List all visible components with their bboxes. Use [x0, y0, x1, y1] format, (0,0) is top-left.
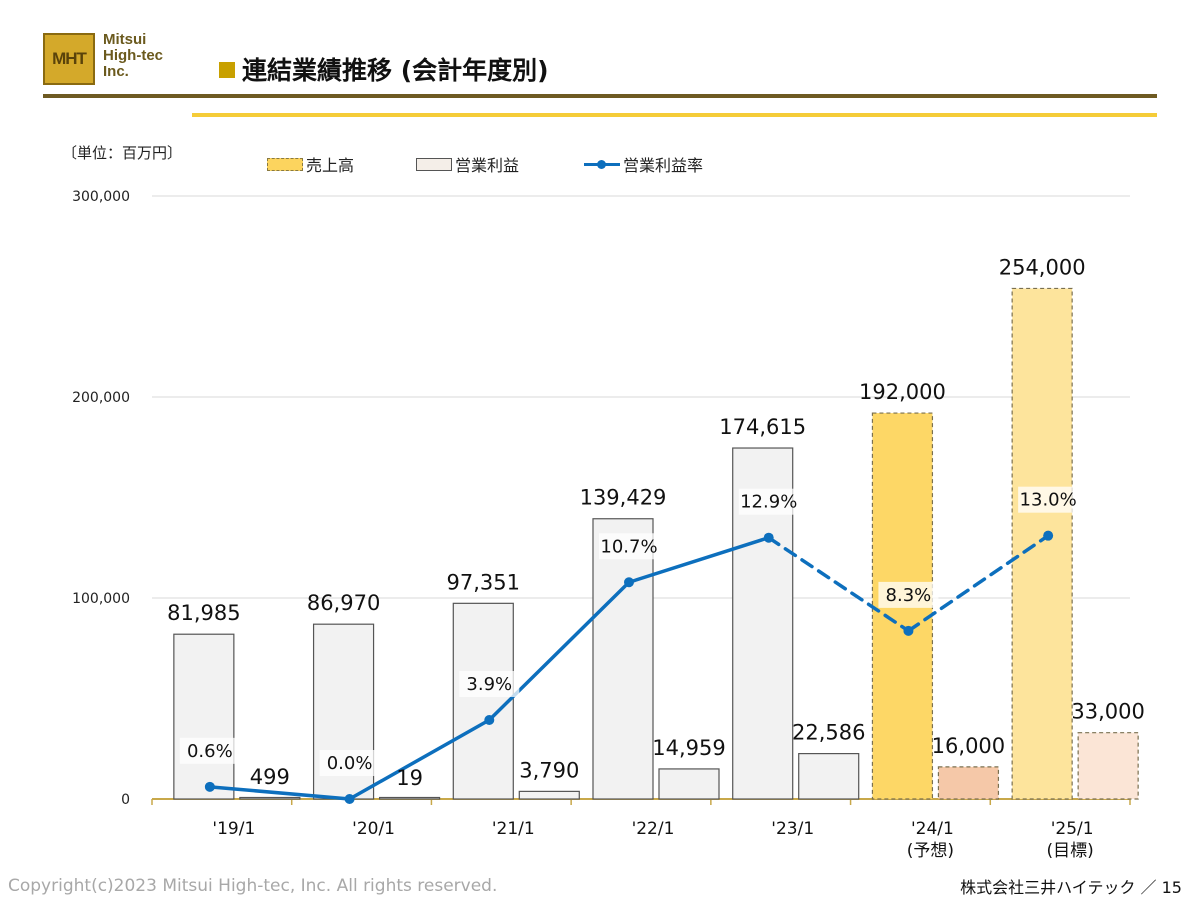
x-tick-label: '25/1 — [1051, 819, 1094, 839]
sales-value-label: 86,970 — [307, 591, 380, 615]
operating-profit-bar — [798, 753, 860, 800]
margin-line-segment — [627, 535, 771, 585]
unit-label: 〔単位：百万円〕 — [62, 144, 183, 162]
margin-point — [484, 715, 495, 726]
margin-value-label: 0.6% — [187, 741, 233, 762]
label-layer: 0 100,000 200,000 300,000 81,985 86,970 97,351… — [72, 189, 1145, 861]
company-logo: MHT — [43, 33, 95, 85]
header-rule-dark — [43, 94, 1157, 98]
y-tick-label: 100,000 — [72, 591, 130, 607]
legend-label-sales: 売上高 — [306, 156, 355, 175]
company-page-number: 株式会社三井ハイテック ／ 15 — [960, 878, 1182, 897]
legend-label-operating-profit: 営業利益 — [455, 156, 520, 175]
sales-value-label: 139,429 — [580, 486, 667, 510]
margin-label-background — [599, 533, 659, 560]
margin-point — [204, 781, 215, 792]
operating-profit-value-label: 16,000 — [932, 734, 1005, 758]
logo-line-1: Mitsui — [103, 31, 147, 48]
operating-profit-bar — [658, 768, 720, 800]
margin-line-segment — [208, 785, 352, 801]
margin-value-label: 8.3% — [886, 585, 932, 606]
margin-value-label: 0.0% — [327, 753, 373, 774]
margin-line-segment — [766, 535, 911, 633]
legend-item-operating-profit: 営業利益 — [416, 152, 519, 176]
margin-point — [903, 625, 914, 636]
operating-profit-bar — [1077, 732, 1139, 800]
sales-value-label: 97,351 — [447, 570, 520, 594]
sales-value-label: 81,985 — [167, 601, 240, 625]
margin-value-label: 13.0% — [1020, 490, 1077, 511]
operating-profit-value-label: 3,790 — [519, 758, 579, 782]
operating-profit-value-label: 33,000 — [1071, 700, 1144, 724]
operating-profit-value-label: 14,959 — [652, 736, 725, 760]
margin-value-label: 10.7% — [600, 536, 657, 557]
margin-line-segment — [347, 718, 492, 801]
operating-profit-bar — [239, 796, 301, 800]
sales-value-label: 174,615 — [719, 415, 806, 439]
x-tick-note: (目標) — [1047, 841, 1094, 861]
margin-label-background — [459, 671, 520, 698]
logo-line-2: High-tec — [103, 47, 163, 64]
margin-value-label: 3.9% — [466, 674, 512, 695]
line-layer — [204, 530, 1054, 804]
margin-line-segment — [487, 580, 631, 722]
margin-point — [763, 532, 774, 543]
operating-profit-value-label: 22,586 — [792, 721, 865, 745]
margin-point — [624, 577, 634, 588]
header-rule-gold — [192, 113, 1157, 117]
legend-swatch-sales — [267, 157, 303, 171]
sales-value-label: 254,000 — [999, 255, 1086, 279]
operating-profit-value-label: 499 — [250, 765, 290, 789]
slide-title: 連結業績推移 (会計年度別) — [242, 56, 549, 85]
sales-bar — [592, 518, 654, 800]
operating-profit-bar — [378, 796, 441, 800]
x-tick-label: '21/1 — [492, 819, 535, 839]
logo-line-3: Inc. — [103, 63, 129, 80]
operating-profit-value-label: 19 — [396, 766, 423, 790]
x-tick-label: '19/1 — [212, 819, 255, 839]
y-tick-label: 200,000 — [72, 390, 130, 406]
x-tick-label: '24/1 — [911, 819, 954, 839]
legend-label-margin: 営業利益率 — [623, 156, 704, 175]
margin-label-background — [179, 737, 240, 764]
margin-point — [1043, 530, 1054, 541]
operating-profit-bar — [937, 766, 1000, 800]
legend-item-sales: 売上高 — [267, 152, 354, 176]
x-tick-label: '23/1 — [771, 819, 814, 839]
legend-item-margin: 営業利益率 — [584, 152, 703, 176]
title-bullet-icon — [219, 62, 235, 78]
margin-line-segment — [906, 533, 1050, 633]
sales-bar — [1011, 287, 1073, 800]
x-tick-label: '22/1 — [632, 819, 675, 839]
sales-bar — [173, 633, 235, 800]
margin-label-background — [1018, 486, 1079, 513]
company-logo-text: Mitsui High-tec Inc. — [103, 32, 163, 80]
legend-swatch-operating-profit — [416, 157, 452, 171]
x-tick-label: '20/1 — [352, 819, 395, 839]
copyright-text: Copyright(c)2023 Mitsui High-tec, Inc. A… — [8, 876, 498, 896]
y-tick-label: 0 — [121, 792, 130, 808]
operating-profit-bar — [518, 790, 580, 800]
sales-bar — [452, 602, 514, 800]
margin-value-label: 12.9% — [740, 492, 797, 513]
margin-label-background — [319, 750, 380, 776]
margin-label-background — [738, 488, 799, 515]
y-tick-label: 300,000 — [72, 189, 130, 205]
x-tick-note: (予想) — [907, 841, 954, 861]
margin-label-background — [878, 581, 939, 608]
margin-point — [344, 794, 355, 804]
legend-swatch-margin — [584, 158, 620, 171]
sales-value-label: 192,000 — [859, 380, 946, 404]
